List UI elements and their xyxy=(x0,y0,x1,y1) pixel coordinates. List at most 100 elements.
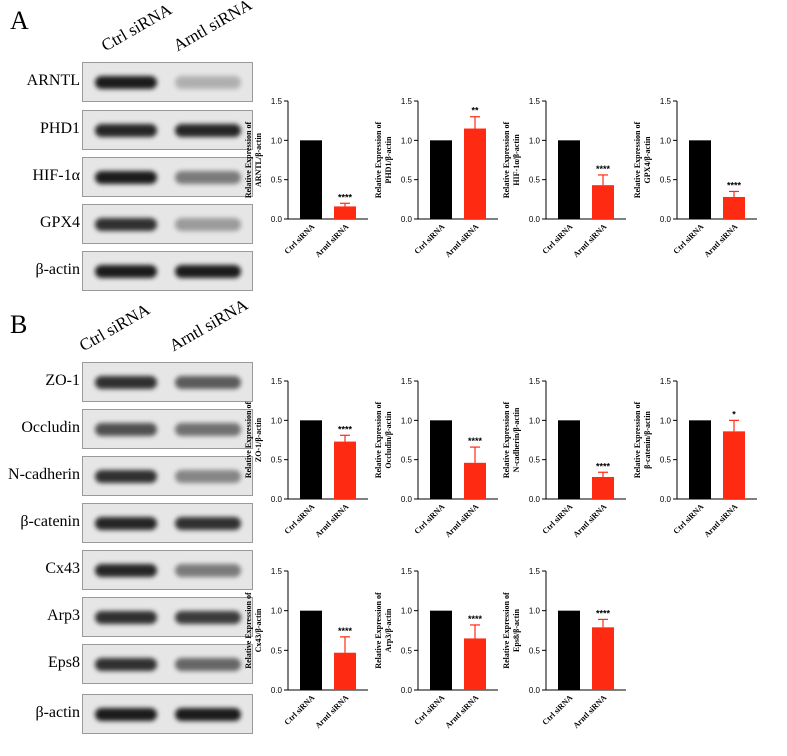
bar-ctrl xyxy=(300,140,322,219)
blot-strip xyxy=(82,550,253,590)
y-axis-label: Relative Expression ofZO-1/β-actin xyxy=(244,402,263,479)
y-axis-label: Relative Expression ofARNTL/β-actin xyxy=(244,122,263,199)
x-tick-label: Ctrl siRNA xyxy=(672,502,706,536)
protein-label: HIF-1α xyxy=(32,167,81,184)
x-tick-label: Ctrl siRNA xyxy=(672,222,706,256)
y-axis-label: Relative Expression ofOccludin/β-actin xyxy=(374,402,393,479)
significance-label: **** xyxy=(468,436,483,446)
blot-strip xyxy=(82,644,253,684)
blot-strip xyxy=(82,694,253,734)
y-tick-label: 0.5 xyxy=(529,176,541,185)
y-tick-label: 0.5 xyxy=(660,176,672,185)
blot-strip xyxy=(82,362,253,402)
blot-band xyxy=(95,171,157,184)
blot-band xyxy=(95,564,157,577)
y-tick-label: 1.0 xyxy=(529,416,541,425)
y-tick-label: 0.0 xyxy=(529,495,541,504)
blot-strip xyxy=(82,456,253,496)
bar-ctrl xyxy=(430,140,452,219)
y-axis-label: Relative Expression ofHIF-1α/β-actin xyxy=(502,122,521,199)
bar-ctrl xyxy=(558,140,580,219)
significance-label: **** xyxy=(338,192,353,202)
x-tick-label: Ctrl siRNA xyxy=(413,693,447,727)
bar-arntl xyxy=(464,462,486,499)
x-tick-label: Arntl siRNA xyxy=(443,222,480,259)
significance-label: **** xyxy=(338,424,353,434)
blot-band xyxy=(175,124,241,137)
panel-label-a: A xyxy=(10,6,29,35)
y-tick-label: 0.5 xyxy=(271,456,283,465)
protein-label: ARNTL xyxy=(26,72,80,89)
bar-ctrl xyxy=(300,610,322,690)
y-tick-label: 1.5 xyxy=(529,567,541,576)
y-tick-label: 0.5 xyxy=(401,176,413,185)
x-tick-label: Arntl siRNA xyxy=(571,222,608,259)
blot-strip xyxy=(82,110,253,150)
bar-arntl xyxy=(592,476,614,499)
protein-label: PHD1 xyxy=(39,120,80,137)
significance-label: **** xyxy=(596,164,611,174)
x-tick-label: Ctrl siRNA xyxy=(283,693,317,727)
blot-band xyxy=(95,124,157,137)
x-tick-label: Ctrl siRNA xyxy=(541,693,575,727)
y-tick-label: 0.5 xyxy=(529,456,541,465)
protein-label: β-actin xyxy=(35,261,80,278)
x-tick-label: Ctrl siRNA xyxy=(413,222,447,256)
significance-label: **** xyxy=(727,180,742,190)
blot-band xyxy=(95,376,157,389)
y-tick-label: 0.0 xyxy=(271,495,283,504)
protein-label: ZO-1 xyxy=(45,372,80,389)
y-tick-label: 1.5 xyxy=(271,97,283,106)
blot-strip xyxy=(82,503,253,543)
y-tick-label: 1.0 xyxy=(271,416,283,425)
blot-band xyxy=(175,218,241,231)
y-tick-label: 1.0 xyxy=(271,607,283,616)
blot-band xyxy=(175,376,241,389)
blot-band xyxy=(95,658,157,671)
bar-ctrl xyxy=(558,610,580,690)
y-tick-label: 0.5 xyxy=(529,646,541,655)
y-tick-label: 1.5 xyxy=(401,567,413,576)
y-tick-label: 0.0 xyxy=(660,495,672,504)
y-axis-label: Relative Expression ofGPX4/β-actin xyxy=(633,122,652,199)
x-tick-label: Ctrl siRNA xyxy=(541,222,575,256)
protein-label: N-cadherin xyxy=(8,466,80,483)
panel-label-b: B xyxy=(10,310,28,339)
y-tick-label: 0.0 xyxy=(401,215,413,224)
y-tick-label: 1.0 xyxy=(271,136,283,145)
significance-label: * xyxy=(732,409,736,419)
protein-label: Cx43 xyxy=(45,560,80,577)
bar-arntl xyxy=(592,185,614,219)
bar-arntl xyxy=(592,627,614,690)
y-tick-label: 0.0 xyxy=(529,215,541,224)
protein-label: β-actin xyxy=(35,704,80,721)
significance-label: **** xyxy=(338,626,353,636)
y-tick-label: 1.5 xyxy=(271,567,283,576)
x-tick-label: Ctrl siRNA xyxy=(413,502,447,536)
bar-arntl xyxy=(464,128,486,219)
blot-band xyxy=(95,708,157,721)
significance-label: ** xyxy=(471,106,479,116)
bar-ctrl xyxy=(689,140,711,219)
y-tick-label: 1.0 xyxy=(529,607,541,616)
blot-band xyxy=(95,470,157,483)
y-tick-label: 0.5 xyxy=(401,456,413,465)
y-tick-label: 0.0 xyxy=(401,686,413,695)
blot-band xyxy=(175,470,241,483)
bar-arntl xyxy=(334,206,356,219)
significance-label: **** xyxy=(596,608,611,618)
bar-arntl xyxy=(723,196,745,219)
y-tick-label: 1.5 xyxy=(529,377,541,386)
y-tick-label: 1.5 xyxy=(401,377,413,386)
x-tick-label: Arntl siRNA xyxy=(443,502,480,539)
protein-label: β-catenin xyxy=(20,513,80,530)
y-tick-label: 0.5 xyxy=(401,646,413,655)
y-tick-label: 1.5 xyxy=(401,97,413,106)
y-tick-label: 0.0 xyxy=(401,495,413,504)
x-tick-label: Arntl siRNA xyxy=(443,693,480,730)
bar-ctrl xyxy=(430,610,452,690)
x-tick-label: Arntl siRNA xyxy=(313,502,350,539)
y-tick-label: 0.0 xyxy=(271,686,283,695)
x-tick-label: Ctrl siRNA xyxy=(283,502,317,536)
y-tick-label: 1.0 xyxy=(529,136,541,145)
